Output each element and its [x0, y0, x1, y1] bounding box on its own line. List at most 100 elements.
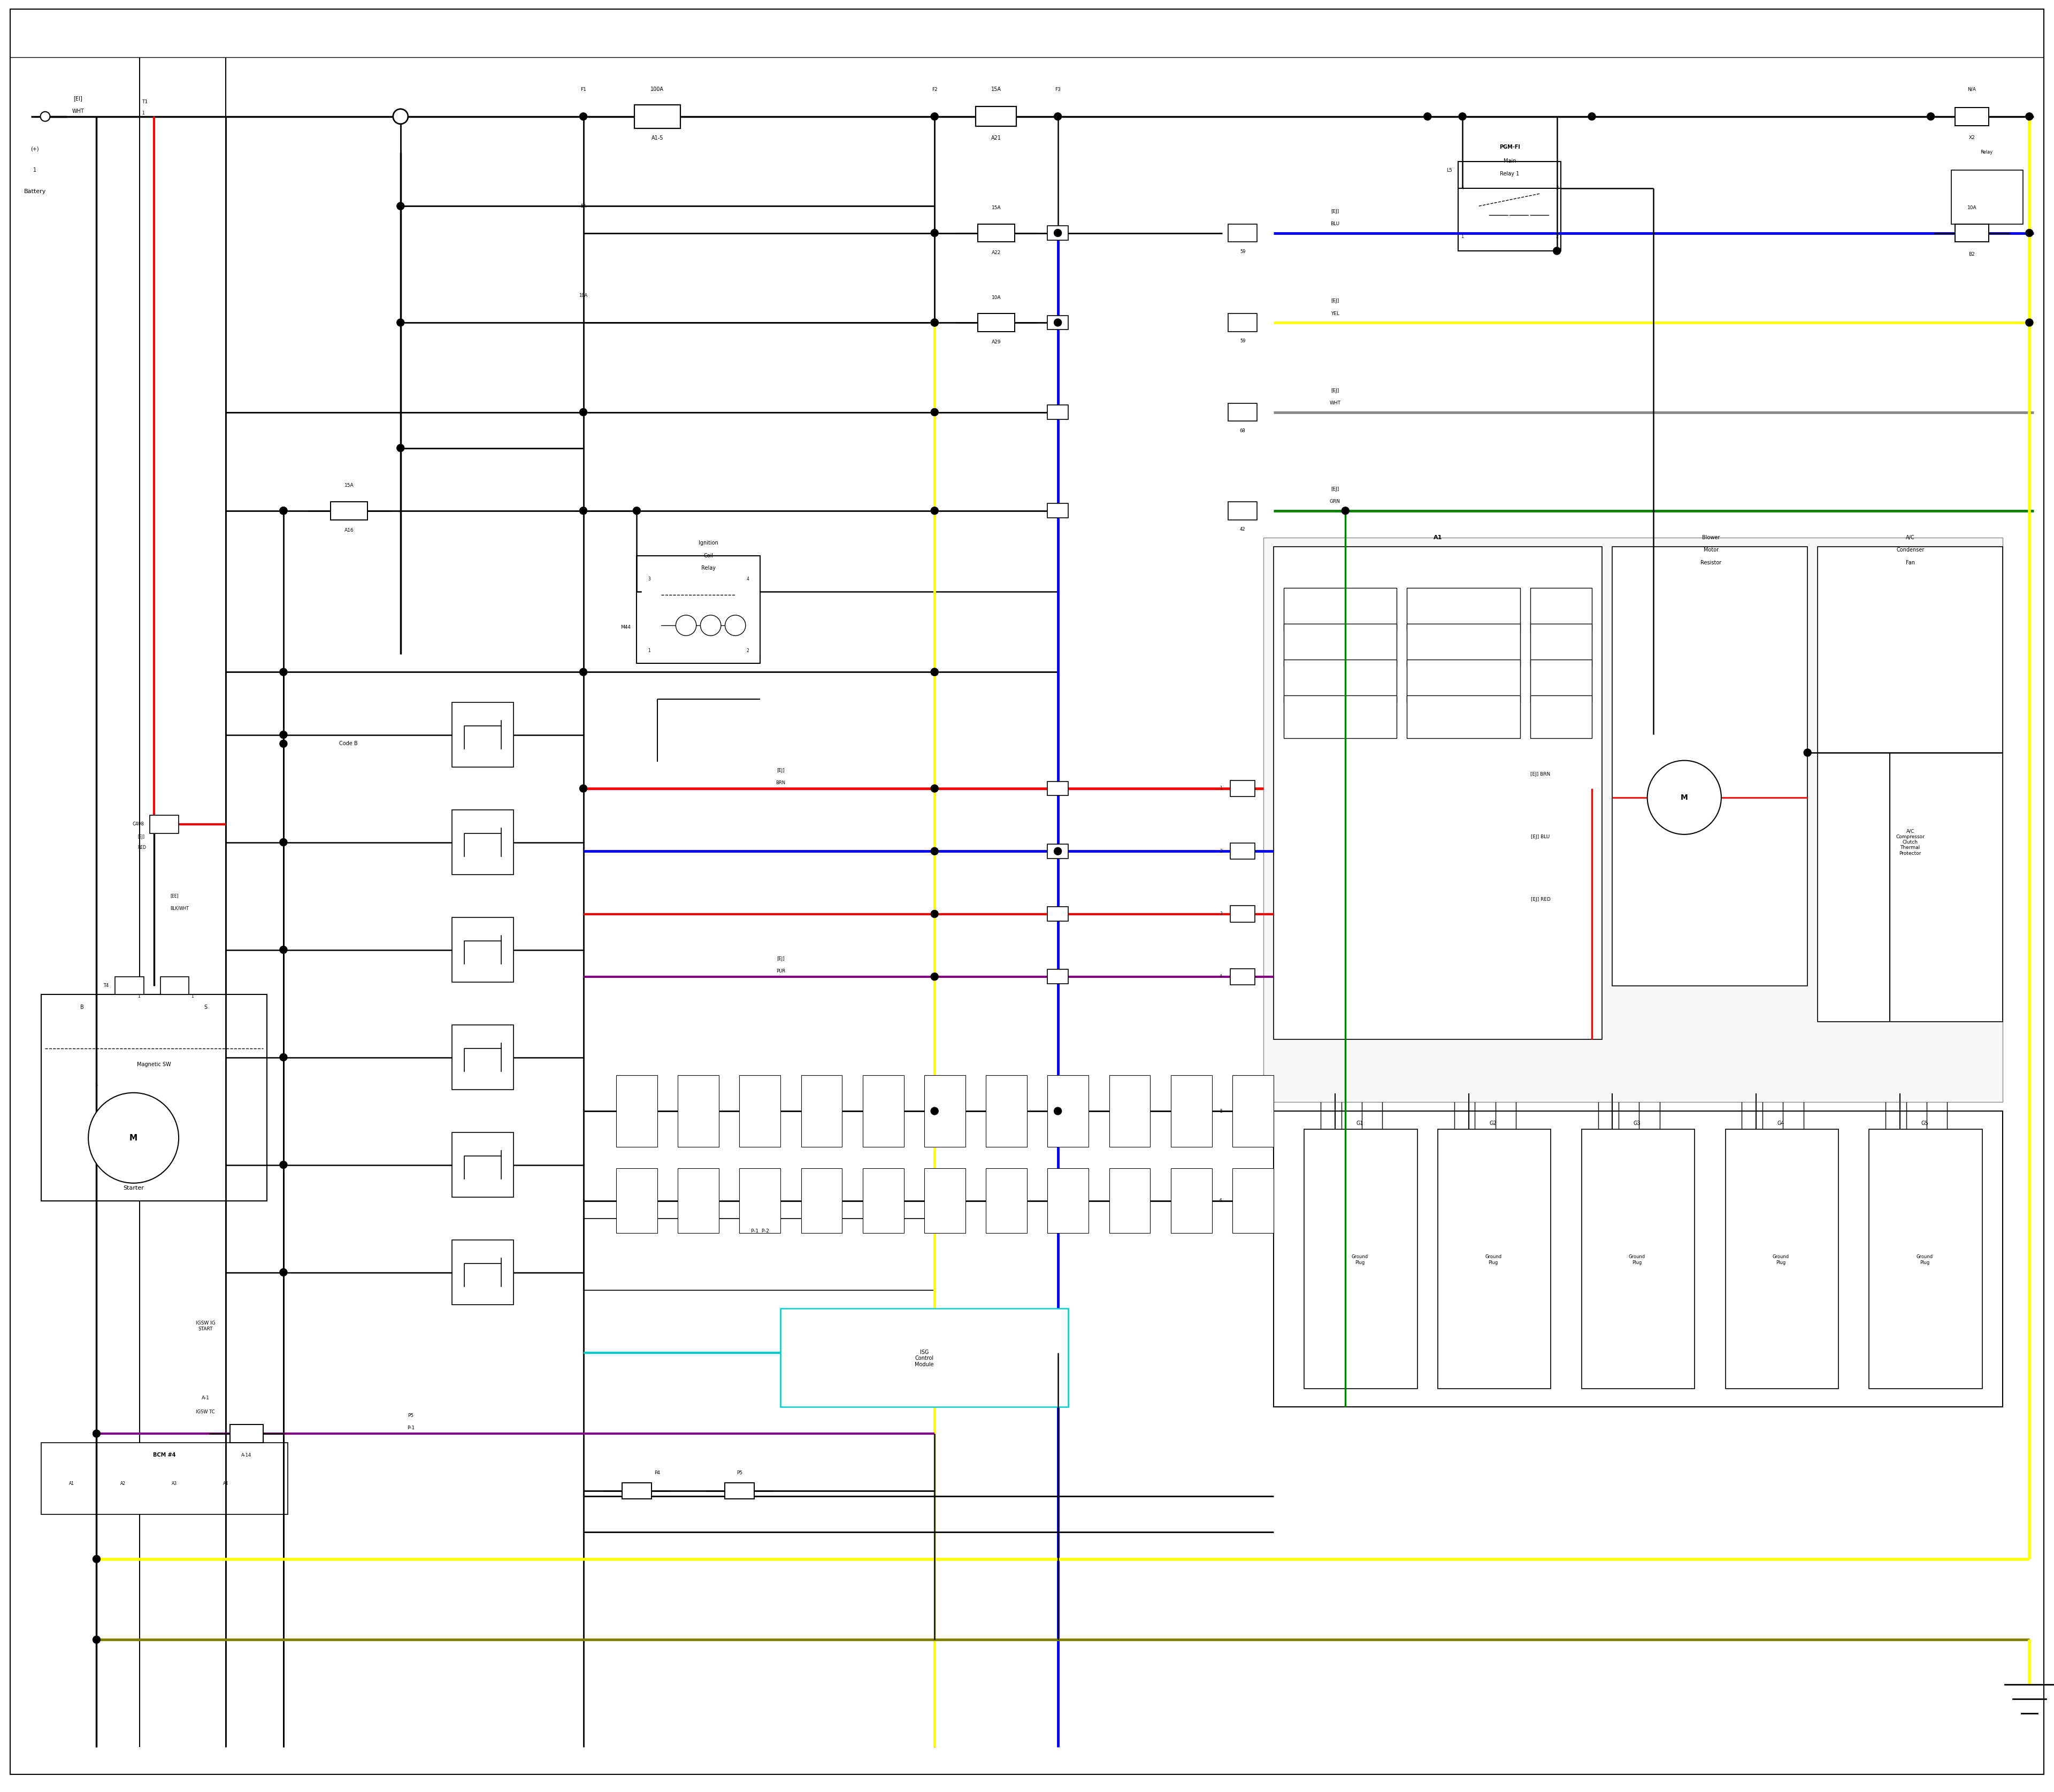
- Text: 1: 1: [1460, 235, 1465, 238]
- Bar: [1458, 161, 1561, 251]
- Text: Ground
Plug: Ground Plug: [1485, 1254, 1501, 1265]
- Text: 1: 1: [138, 995, 140, 998]
- Text: [EJ]: [EJ]: [1331, 389, 1339, 392]
- Bar: [1304, 1129, 1417, 1389]
- Text: A16: A16: [345, 529, 353, 532]
- Circle shape: [930, 507, 939, 514]
- Text: [EJ]: [EJ]: [776, 957, 785, 961]
- Circle shape: [930, 910, 939, 918]
- Text: BCM #4: BCM #4: [152, 1453, 177, 1457]
- Bar: [1530, 588, 1592, 631]
- Bar: [1228, 502, 1257, 520]
- Circle shape: [2025, 113, 2033, 120]
- Circle shape: [579, 507, 587, 514]
- Circle shape: [396, 319, 405, 326]
- Text: 2: 2: [1555, 235, 1559, 238]
- Text: P4: P4: [655, 1471, 659, 1475]
- Text: Coil: Coil: [705, 554, 713, 557]
- Circle shape: [88, 1093, 179, 1183]
- Text: [EJ]: [EJ]: [1331, 210, 1339, 213]
- Bar: [1048, 315, 1068, 330]
- Circle shape: [279, 507, 288, 514]
- Text: M: M: [129, 1134, 138, 1142]
- Text: Magnetic SW: Magnetic SW: [138, 1063, 170, 1066]
- Bar: [1263, 538, 2003, 1102]
- Circle shape: [579, 668, 587, 676]
- Text: Relay: Relay: [700, 566, 717, 570]
- Bar: [978, 314, 1015, 332]
- Circle shape: [930, 319, 939, 326]
- Text: 1: 1: [33, 168, 37, 172]
- Text: Fan: Fan: [1906, 561, 1914, 564]
- Text: M: M: [1680, 794, 1688, 801]
- Text: Ground
Plug: Ground Plug: [1773, 1254, 1789, 1265]
- Text: [EJ] BLU: [EJ] BLU: [1530, 835, 1551, 839]
- Text: 1: 1: [647, 649, 651, 652]
- Text: PUR: PUR: [776, 969, 785, 973]
- Text: 3: 3: [647, 577, 651, 581]
- Circle shape: [1803, 749, 1812, 756]
- Text: 4: 4: [1460, 186, 1465, 190]
- Text: G1: G1: [1356, 1122, 1364, 1125]
- Circle shape: [92, 1430, 101, 1437]
- Text: Relay: Relay: [1980, 151, 1992, 154]
- Text: X2: X2: [1968, 136, 1976, 140]
- Text: 42: 42: [1241, 527, 1245, 532]
- Text: F3: F3: [1056, 88, 1060, 91]
- Bar: [1230, 968, 1255, 986]
- Bar: [1284, 659, 1397, 702]
- Text: Motor: Motor: [1703, 548, 1719, 552]
- Bar: [1228, 314, 1257, 332]
- Circle shape: [2025, 229, 2033, 237]
- Text: 5: 5: [1220, 1109, 1222, 1113]
- Bar: [150, 815, 179, 833]
- Bar: [924, 1168, 965, 1233]
- Bar: [452, 918, 514, 982]
- Text: YEL: YEL: [1331, 312, 1339, 315]
- Text: 59: 59: [1241, 339, 1245, 344]
- Text: 2: 2: [746, 649, 750, 652]
- Circle shape: [930, 785, 939, 792]
- Circle shape: [930, 1107, 939, 1115]
- Bar: [1955, 224, 1988, 242]
- Bar: [781, 1308, 1068, 1407]
- Text: Starter: Starter: [123, 1186, 144, 1190]
- Circle shape: [579, 409, 587, 416]
- Bar: [976, 108, 1017, 125]
- Bar: [41, 1443, 288, 1514]
- Bar: [1230, 780, 1255, 796]
- Bar: [1048, 405, 1068, 419]
- Bar: [1582, 1129, 1695, 1389]
- Bar: [1048, 844, 1068, 858]
- Text: Relay 1: Relay 1: [1499, 172, 1520, 176]
- Text: 10A: 10A: [1968, 206, 1976, 210]
- Text: A3: A3: [173, 1482, 177, 1486]
- Text: S: S: [203, 1005, 207, 1009]
- Text: 3: 3: [1220, 912, 1222, 916]
- Circle shape: [700, 615, 721, 636]
- Text: A/C: A/C: [1906, 536, 1914, 539]
- Text: Condenser: Condenser: [1896, 548, 1925, 552]
- Bar: [1530, 659, 1592, 702]
- Bar: [616, 1075, 657, 1147]
- Text: 15A: 15A: [345, 484, 353, 487]
- Bar: [1228, 224, 1257, 242]
- Text: 4: 4: [1220, 975, 1222, 978]
- Text: L5: L5: [1446, 168, 1452, 172]
- Text: 10A: 10A: [992, 296, 1000, 299]
- Text: C408: C408: [131, 823, 144, 826]
- Text: 5A: 5A: [581, 204, 585, 208]
- Text: G5: G5: [1920, 1122, 1929, 1125]
- Text: M44: M44: [620, 625, 631, 629]
- Bar: [863, 1168, 904, 1233]
- Circle shape: [1423, 113, 1432, 120]
- Text: 15A: 15A: [992, 88, 1000, 91]
- Bar: [924, 1075, 965, 1147]
- Text: GRN: GRN: [1329, 500, 1341, 504]
- Text: T4: T4: [103, 984, 109, 987]
- Text: [EJ] BRN: [EJ] BRN: [1530, 772, 1551, 776]
- Bar: [801, 1075, 842, 1147]
- Text: P-1: P-1: [407, 1426, 415, 1430]
- Text: Ground
Plug: Ground Plug: [1629, 1254, 1645, 1265]
- Text: N/A: N/A: [1968, 88, 1976, 91]
